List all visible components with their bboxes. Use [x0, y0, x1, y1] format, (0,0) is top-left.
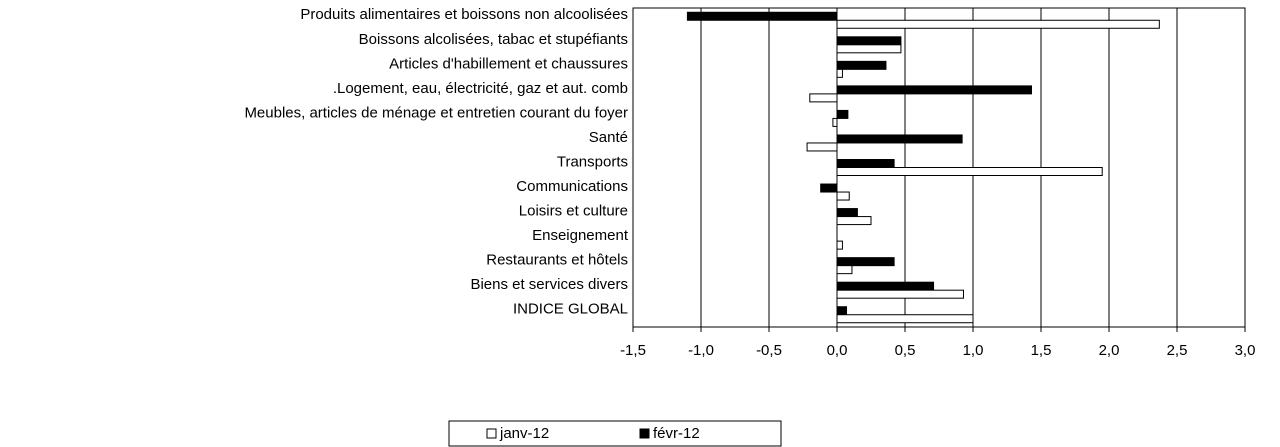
legend-swatch — [639, 428, 650, 439]
x-tick-label: 2,0 — [1099, 342, 1120, 359]
bar — [836, 68, 843, 78]
y-tick-label: Meubles, articles de ménage et entretien… — [244, 104, 628, 121]
bar — [836, 109, 849, 119]
bar — [836, 134, 963, 144]
x-tick-label: 3,0 — [1235, 342, 1256, 359]
bar — [836, 265, 853, 275]
y-tick-label: INDICE GLOBAL — [513, 301, 628, 318]
legend-label: janv-12 — [499, 425, 549, 442]
bar — [836, 257, 895, 267]
x-tick-label: 2,5 — [1167, 342, 1188, 359]
bar — [832, 117, 838, 127]
bar — [806, 142, 838, 152]
y-tick-label: Santé — [589, 129, 628, 146]
x-tick-label: 0,5 — [895, 342, 916, 359]
legend-box — [448, 420, 782, 447]
bar — [836, 36, 902, 46]
bar — [820, 183, 838, 193]
bar — [836, 19, 1160, 29]
legend-label: févr-12 — [653, 425, 700, 442]
y-tick-label: Transports — [557, 153, 628, 170]
legend-swatch — [486, 428, 497, 439]
x-tick-label: -0,5 — [756, 342, 782, 359]
x-tick-label: 1,0 — [963, 342, 984, 359]
y-tick-label: Restaurants et hôtels — [486, 252, 628, 269]
bar — [809, 93, 838, 103]
bar — [836, 44, 902, 54]
x-tick-label: -1,5 — [620, 342, 646, 359]
x-tick-label: -1,0 — [688, 342, 714, 359]
y-tick-label: Enseignement — [532, 227, 629, 244]
bar — [836, 167, 1103, 176]
bar — [836, 60, 887, 70]
x-tick-label: 1,5 — [1031, 342, 1052, 359]
bar — [836, 85, 1032, 95]
y-tick-label: Boissons alcolisées, tabac et stupéfiant… — [359, 31, 628, 48]
y-tick-label: Produits alimentaires et boissons non al… — [300, 6, 628, 23]
y-tick-label: Biens et services divers — [470, 276, 628, 293]
bar — [836, 216, 872, 226]
bar — [836, 289, 964, 299]
y-tick-label: Communications — [516, 178, 628, 195]
bar — [686, 11, 838, 21]
y-tick-label: Loisirs et culture — [519, 203, 628, 220]
bar — [836, 306, 848, 316]
bar — [836, 281, 935, 291]
bar — [836, 159, 895, 168]
bar — [836, 314, 974, 324]
bar — [836, 208, 858, 218]
plot-frame — [632, 7, 1246, 328]
bar — [836, 240, 843, 250]
x-tick-label: 0,0 — [827, 342, 848, 359]
bar — [836, 191, 850, 201]
y-tick-label: Articles d'habillement et chaussures — [389, 55, 628, 72]
y-tick-label: .Logement, eau, électricité, gaz et aut.… — [333, 80, 628, 97]
